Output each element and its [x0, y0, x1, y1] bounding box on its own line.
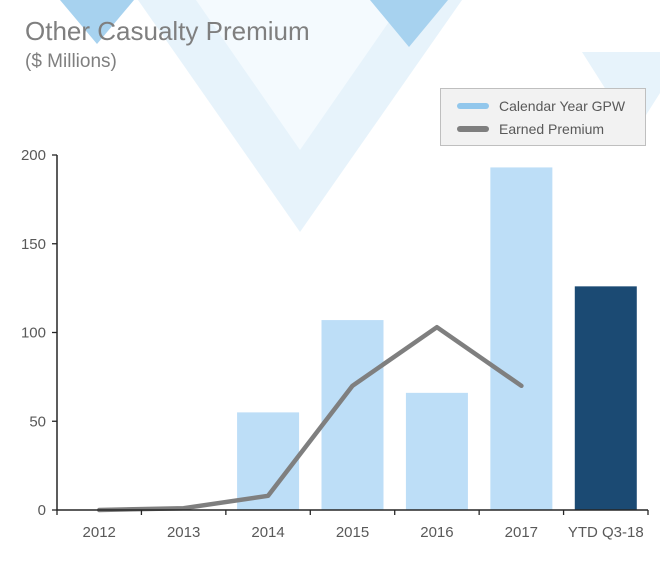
y-tick-label: 150 — [21, 236, 46, 253]
y-tick-label: 0 — [38, 502, 46, 519]
chart-header: Other Casualty Premium ($ Millions) — [25, 16, 310, 73]
y-tick-label: 100 — [21, 325, 46, 342]
x-label-2016: 2016 — [420, 524, 453, 541]
x-label-2015: 2015 — [336, 524, 369, 541]
earned-premium-line — [96, 324, 524, 513]
x-label-2012: 2012 — [83, 524, 116, 541]
gpw-legend-swatch — [457, 102, 489, 109]
bar-2016 — [405, 392, 468, 510]
earned-premium-legend-swatch — [457, 125, 489, 132]
gpw-legend-label: Calendar Year GPW — [499, 97, 626, 114]
legend-item-calendar-year-gpw: Calendar Year GPW — [457, 98, 645, 114]
x-label-YTD Q3-18: YTD Q3-18 — [568, 524, 644, 541]
chart-subtitle: ($ Millions) — [25, 51, 117, 73]
y-tick-label: 200 — [21, 147, 46, 164]
bar-YTD Q3-18 — [574, 286, 637, 510]
x-label-2014: 2014 — [251, 524, 284, 541]
legend: Calendar Year GPW Earned Premium — [440, 88, 646, 146]
chart-title: Other Casualty Premium — [25, 16, 310, 46]
bar-2017 — [490, 167, 553, 511]
legend-item-earned-premium: Earned Premium — [457, 121, 645, 137]
y-tick-label: 50 — [29, 413, 46, 430]
x-label-2013: 2013 — [167, 524, 200, 541]
x-label-2017: 2017 — [505, 524, 538, 541]
earned-premium-legend-label: Earned Premium — [499, 120, 605, 137]
